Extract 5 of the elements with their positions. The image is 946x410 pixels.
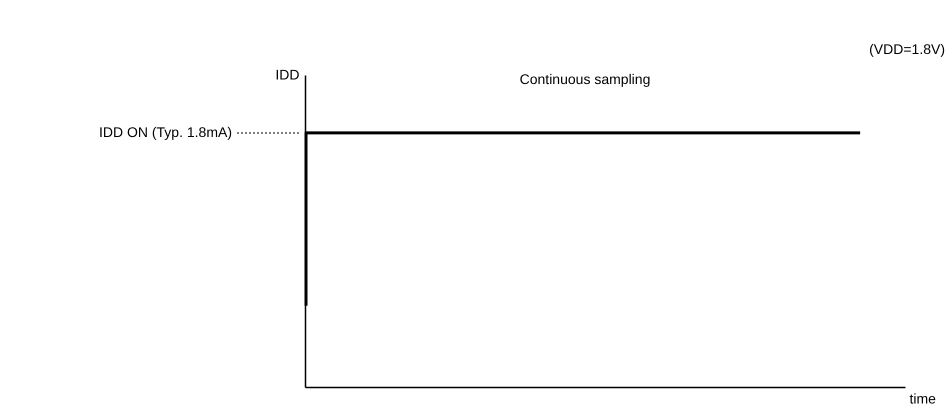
y-axis-title: IDD <box>275 66 300 82</box>
annotation: IDD ON (Typ. 1.8mA) <box>98 124 232 140</box>
x-axis-title: time <box>910 390 936 406</box>
text: (VDD=1.8V) <box>869 41 945 57</box>
text: Continuous sampling <box>520 71 650 87</box>
